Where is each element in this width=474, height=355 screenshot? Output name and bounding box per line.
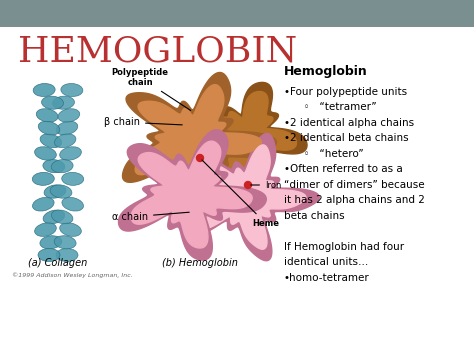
Circle shape xyxy=(197,154,203,162)
Ellipse shape xyxy=(38,121,60,135)
Text: (a) Collagen: (a) Collagen xyxy=(28,258,88,268)
Ellipse shape xyxy=(35,223,56,236)
Text: Hemoglobin: Hemoglobin xyxy=(284,65,368,78)
Text: beta chains: beta chains xyxy=(284,211,345,220)
Polygon shape xyxy=(200,92,296,175)
Ellipse shape xyxy=(33,83,55,97)
Ellipse shape xyxy=(44,185,66,198)
Ellipse shape xyxy=(58,109,80,122)
Text: Iron: Iron xyxy=(251,180,282,190)
Ellipse shape xyxy=(62,197,83,211)
Circle shape xyxy=(245,181,252,189)
Text: ©1999 Addison Wesley Longman, Inc.: ©1999 Addison Wesley Longman, Inc. xyxy=(12,272,133,278)
Ellipse shape xyxy=(40,134,62,148)
Ellipse shape xyxy=(33,197,54,211)
Ellipse shape xyxy=(36,109,58,122)
Text: •Often referred to as a: •Often referred to as a xyxy=(284,164,403,174)
Polygon shape xyxy=(135,84,262,197)
Ellipse shape xyxy=(62,172,84,185)
Text: If Hemoglobin had four: If Hemoglobin had four xyxy=(284,242,404,252)
Text: ◦   “tetramer”: ◦ “tetramer” xyxy=(284,102,377,112)
Text: •2 identical beta chains: •2 identical beta chains xyxy=(284,133,409,143)
Ellipse shape xyxy=(60,147,82,160)
Polygon shape xyxy=(189,82,307,184)
Text: “dimer of dimers” because: “dimer of dimers” because xyxy=(284,180,425,190)
Ellipse shape xyxy=(38,248,60,262)
Text: •2 identical alpha chains: •2 identical alpha chains xyxy=(284,118,414,128)
Ellipse shape xyxy=(42,96,64,109)
Ellipse shape xyxy=(40,236,62,249)
Ellipse shape xyxy=(54,236,76,249)
Polygon shape xyxy=(184,133,319,261)
Ellipse shape xyxy=(56,248,78,262)
Text: identical units…: identical units… xyxy=(284,257,368,267)
Text: ◦   “hetero”: ◦ “hetero” xyxy=(284,149,364,159)
Text: (b) Hemoglobin: (b) Hemoglobin xyxy=(162,258,238,268)
Ellipse shape xyxy=(61,83,83,97)
Text: it has 2 alpha chains and 2: it has 2 alpha chains and 2 xyxy=(284,195,425,205)
Polygon shape xyxy=(118,130,266,260)
Ellipse shape xyxy=(51,210,73,224)
Text: β chain: β chain xyxy=(104,117,182,127)
Text: α chain: α chain xyxy=(112,212,189,222)
Polygon shape xyxy=(122,72,276,209)
Text: Heme: Heme xyxy=(202,160,279,228)
Polygon shape xyxy=(195,145,306,249)
Ellipse shape xyxy=(35,147,56,160)
Ellipse shape xyxy=(32,172,55,185)
Polygon shape xyxy=(131,141,252,248)
Ellipse shape xyxy=(60,223,82,236)
Ellipse shape xyxy=(50,185,72,198)
Ellipse shape xyxy=(53,96,74,109)
Ellipse shape xyxy=(55,134,76,148)
Bar xyxy=(0,0,474,27)
Ellipse shape xyxy=(51,160,73,173)
Ellipse shape xyxy=(56,121,78,135)
Ellipse shape xyxy=(43,210,64,224)
Text: HEMOGLOBIN: HEMOGLOBIN xyxy=(18,35,297,69)
Text: •Four polypeptide units: •Four polypeptide units xyxy=(284,87,407,97)
Ellipse shape xyxy=(43,160,65,173)
Text: •homo-tetramer: •homo-tetramer xyxy=(284,273,370,283)
Text: Polypeptide
chain: Polypeptide chain xyxy=(111,67,191,110)
